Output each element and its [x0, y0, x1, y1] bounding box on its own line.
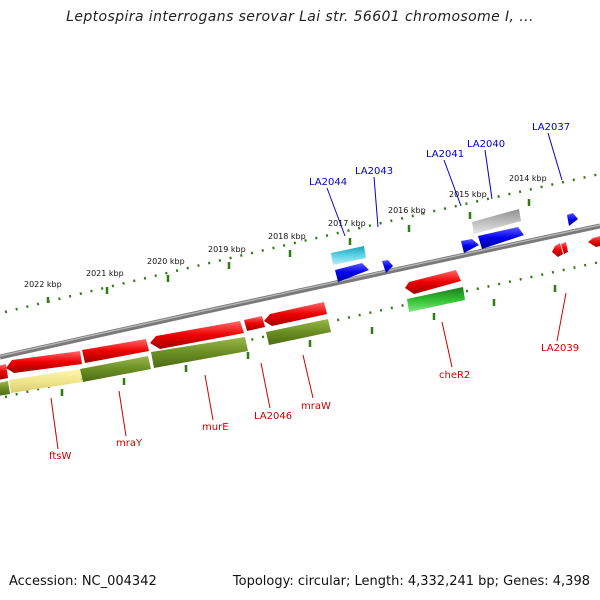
gene-feature-red[interactable] [244, 316, 265, 331]
gene-label-bottom[interactable]: cheR2 [439, 370, 470, 381]
gene-feature-green[interactable] [407, 287, 465, 312]
kbp-label: 2020 kbp [147, 257, 185, 266]
gene-feature-blue[interactable] [567, 213, 578, 226]
major-ticks-upper [46, 199, 531, 303]
gene-label-bottom[interactable]: ftsW [49, 451, 71, 462]
kbp-label: 2016 kbp [388, 206, 426, 215]
gene-feature-red[interactable] [588, 236, 600, 247]
gene-track-minus[interactable] [0, 287, 465, 396]
gene-label-top[interactable]: LA2043 [355, 166, 393, 177]
gene-label-bottom[interactable]: LA2039 [541, 343, 579, 354]
kbp-label: 2015 kbp [449, 190, 487, 199]
topology-summary: Topology: circular; Length: 4,332,241 bp… [232, 574, 590, 589]
gene-feature-gray[interactable] [472, 209, 521, 234]
gene-feature-red[interactable] [0, 364, 8, 380]
gene-label-bottom[interactable]: mraY [116, 438, 143, 449]
kbp-label: 2017 kbp [328, 219, 366, 228]
gene-feature-blue[interactable] [478, 227, 524, 249]
gene-label-top[interactable]: LA2037 [532, 122, 570, 133]
gene-label-top[interactable]: LA2044 [309, 177, 347, 188]
gene-feature-blue[interactable] [382, 260, 393, 273]
gene-track-plus[interactable] [0, 209, 600, 380]
accession-text: Accession: NC_004342 [9, 574, 157, 589]
kbp-label: 2021 kbp [86, 269, 124, 278]
map-title: Leptospira interrogans serovar Lai str. … [66, 9, 534, 25]
gene-feature-red[interactable] [264, 302, 327, 326]
major-ticks-lower [60, 285, 557, 396]
gene-feature-olive[interactable] [80, 356, 151, 382]
gene-label-top[interactable]: LA2040 [467, 139, 505, 150]
gene-feature-red[interactable] [405, 270, 461, 294]
gene-feature-olive[interactable] [266, 319, 331, 345]
top-label-leaders [326, 132, 563, 237]
gene-label-bottom[interactable]: murE [202, 422, 229, 433]
bottom-label-leaders [50, 292, 567, 450]
kbp-label: 2019 kbp [208, 245, 246, 254]
gene-feature-red[interactable] [552, 243, 563, 257]
kbp-label: 2014 kbp [509, 174, 547, 183]
kbp-label: 2018 kbp [268, 232, 306, 241]
gene-feature-red[interactable] [561, 242, 568, 254]
gene-feature-yellow[interactable] [9, 369, 82, 393]
gene-feature-cyan[interactable] [331, 246, 366, 265]
gene-feature-red[interactable] [82, 339, 149, 363]
gene-feature-blue[interactable] [335, 263, 369, 282]
gene-feature-red[interactable] [150, 321, 244, 349]
gene-label-bottom[interactable]: mraW [301, 401, 331, 412]
genome-backbone [0, 223, 600, 360]
gene-label-bottom[interactable]: LA2046 [254, 411, 292, 422]
gene-feature-olive[interactable] [151, 337, 248, 368]
kbp-label: 2022 kbp [24, 280, 62, 289]
gene-label-top[interactable]: LA2041 [426, 149, 464, 160]
gene-feature-blue[interactable] [461, 239, 479, 253]
gene-feature-olive[interactable] [0, 381, 10, 396]
gene-feature-red[interactable] [6, 351, 82, 373]
